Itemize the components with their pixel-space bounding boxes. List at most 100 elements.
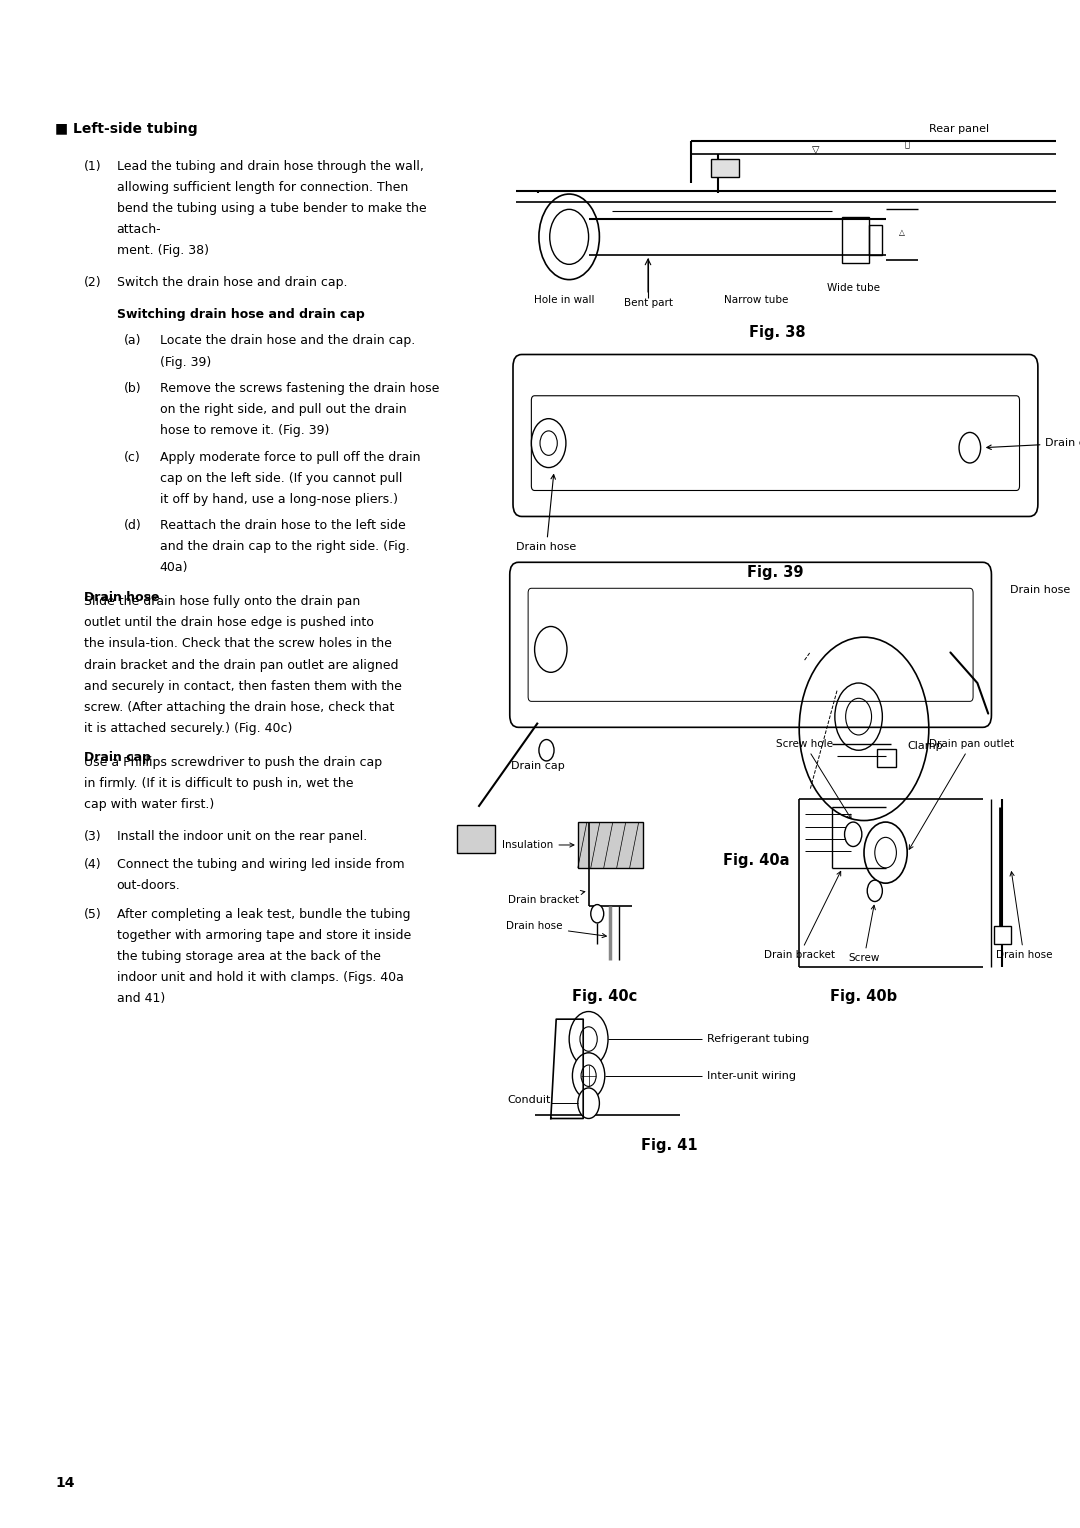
Bar: [842, 217, 869, 263]
Text: (3): (3): [84, 830, 102, 842]
Bar: [711, 159, 739, 177]
Text: and 41): and 41): [117, 992, 165, 1005]
Text: Fig. 39: Fig. 39: [747, 565, 804, 581]
Text: allowing sufficient length for connection. Then: allowing sufficient length for connectio…: [117, 182, 408, 194]
Text: After completing a leak test, bundle the tubing: After completing a leak test, bundle the…: [117, 908, 410, 921]
Text: out-doors.: out-doors.: [117, 879, 180, 892]
Text: it is attached securely.) (Fig. 40c): it is attached securely.) (Fig. 40c): [84, 721, 293, 735]
Polygon shape: [551, 1019, 583, 1118]
Text: (5): (5): [84, 908, 102, 921]
Circle shape: [578, 1088, 599, 1118]
Text: Refrigerant tubing: Refrigerant tubing: [707, 1034, 810, 1044]
Text: Inter-unit wiring: Inter-unit wiring: [707, 1071, 796, 1080]
Text: together with armoring tape and store it inside: together with armoring tape and store it…: [117, 929, 410, 941]
Text: ▽: ▽: [812, 145, 819, 154]
Circle shape: [875, 837, 896, 868]
FancyBboxPatch shape: [531, 396, 1020, 490]
Text: Connect the tubing and wiring led inside from: Connect the tubing and wiring led inside…: [117, 859, 404, 871]
Circle shape: [580, 1027, 597, 1051]
Text: △: △: [899, 228, 905, 237]
Text: in firmly. (If it is difficult to push in, wet the: in firmly. (If it is difficult to push i…: [84, 776, 354, 790]
Text: cap with water first.): cap with water first.): [84, 798, 215, 811]
Text: (1): (1): [84, 160, 102, 173]
Circle shape: [540, 431, 557, 455]
Text: Fig. 38: Fig. 38: [750, 325, 806, 341]
FancyBboxPatch shape: [510, 562, 991, 727]
Text: (Fig. 39): (Fig. 39): [160, 356, 211, 368]
Text: Conduit: Conduit: [508, 1096, 551, 1105]
Circle shape: [539, 740, 554, 761]
Text: Apply moderate force to pull off the drain: Apply moderate force to pull off the dra…: [160, 451, 420, 463]
Text: Screw: Screw: [848, 905, 880, 964]
Text: Lead the tubing and drain hose through the wall,: Lead the tubing and drain hose through t…: [117, 160, 423, 173]
Text: Drain hose: Drain hose: [996, 872, 1052, 961]
Circle shape: [845, 822, 862, 847]
Text: attach-: attach-: [117, 223, 161, 237]
Text: ⚿: ⚿: [905, 141, 909, 150]
Text: (2): (2): [84, 277, 102, 289]
Circle shape: [864, 822, 907, 883]
Text: Drain cap: Drain cap: [511, 761, 565, 772]
Text: (4): (4): [84, 859, 102, 871]
Text: it off by hand, use a long-nose pliers.): it off by hand, use a long-nose pliers.): [160, 494, 397, 506]
Text: (a): (a): [124, 335, 141, 347]
Text: and the drain cap to the right side. (Fig.: and the drain cap to the right side. (Fi…: [160, 541, 409, 553]
Text: 40a): 40a): [160, 561, 188, 575]
Text: Drain cap: Drain cap: [84, 752, 151, 764]
Text: Insulation: Insulation: [502, 840, 573, 850]
Text: Fig. 40c: Fig. 40c: [572, 989, 637, 1004]
Text: Rear panel: Rear panel: [929, 124, 989, 134]
Text: ■ Left-side tubing: ■ Left-side tubing: [55, 122, 198, 136]
Circle shape: [572, 1053, 605, 1099]
Text: Fig. 40a: Fig. 40a: [723, 853, 789, 868]
Text: Bent part: Bent part: [623, 298, 673, 309]
Text: and securely in contact, then fasten them with the: and securely in contact, then fasten the…: [84, 680, 402, 692]
Text: hose to remove it. (Fig. 39): hose to remove it. (Fig. 39): [160, 425, 329, 437]
Bar: [457, 825, 495, 853]
Text: screw. (After attaching the drain hose, check that: screw. (After attaching the drain hose, …: [84, 701, 394, 714]
Text: Drain pan outlet: Drain pan outlet: [909, 738, 1014, 850]
Text: Drain cap: Drain cap: [987, 439, 1080, 449]
Text: cap on the left side. (If you cannot pull: cap on the left side. (If you cannot pul…: [160, 472, 402, 484]
Text: Drain bracket: Drain bracket: [764, 871, 840, 961]
Bar: [578, 822, 643, 868]
FancyBboxPatch shape: [513, 354, 1038, 516]
Text: Screw hole: Screw hole: [777, 738, 851, 819]
Text: Install the indoor unit on the rear panel.: Install the indoor unit on the rear pane…: [117, 830, 367, 842]
Text: Use a Phillips screwdriver to push the drain cap: Use a Phillips screwdriver to push the d…: [84, 756, 382, 769]
Text: Clamp: Clamp: [907, 741, 943, 752]
Circle shape: [531, 419, 566, 468]
Text: Narrow tube: Narrow tube: [724, 295, 788, 306]
Text: on the right side, and pull out the drain: on the right side, and pull out the drai…: [160, 403, 406, 416]
Text: outlet until the drain hose edge is pushed into: outlet until the drain hose edge is push…: [84, 616, 374, 630]
Text: the insula-tion. Check that the screw holes in the: the insula-tion. Check that the screw ho…: [84, 637, 392, 651]
Text: Drain bracket: Drain bracket: [508, 891, 584, 906]
Text: ment. (Fig. 38): ment. (Fig. 38): [117, 244, 208, 258]
Circle shape: [569, 1012, 608, 1067]
Text: Switch the drain hose and drain cap.: Switch the drain hose and drain cap.: [117, 277, 347, 289]
Circle shape: [591, 905, 604, 923]
Text: (c): (c): [124, 451, 141, 463]
Text: Wide tube: Wide tube: [826, 283, 880, 293]
Text: indoor unit and hold it with clamps. (Figs. 40a: indoor unit and hold it with clamps. (Fi…: [117, 972, 404, 984]
Text: Drain hose: Drain hose: [1010, 585, 1070, 594]
Circle shape: [581, 1065, 596, 1086]
Text: bend the tubing using a tube bender to make the: bend the tubing using a tube bender to m…: [117, 202, 427, 215]
Bar: [869, 225, 882, 255]
Text: Slide the drain hose fully onto the drain pan: Slide the drain hose fully onto the drai…: [84, 596, 361, 608]
Bar: [877, 749, 896, 767]
Text: the tubing storage area at the back of the: the tubing storage area at the back of t…: [117, 950, 380, 963]
Text: Drain hose: Drain hose: [516, 475, 577, 553]
Bar: [994, 926, 1011, 944]
Text: Hole in wall: Hole in wall: [534, 295, 594, 306]
Text: (b): (b): [124, 382, 141, 396]
Text: Fig. 40b: Fig. 40b: [831, 989, 897, 1004]
Circle shape: [959, 432, 981, 463]
Circle shape: [535, 626, 567, 672]
Circle shape: [867, 880, 882, 902]
Text: Drain hose: Drain hose: [84, 591, 160, 604]
Text: Fig. 41: Fig. 41: [642, 1138, 698, 1154]
Text: Drain hose: Drain hose: [507, 921, 606, 938]
Text: Switching drain hose and drain cap: Switching drain hose and drain cap: [117, 309, 364, 321]
Text: Remove the screws fastening the drain hose: Remove the screws fastening the drain ho…: [160, 382, 440, 396]
